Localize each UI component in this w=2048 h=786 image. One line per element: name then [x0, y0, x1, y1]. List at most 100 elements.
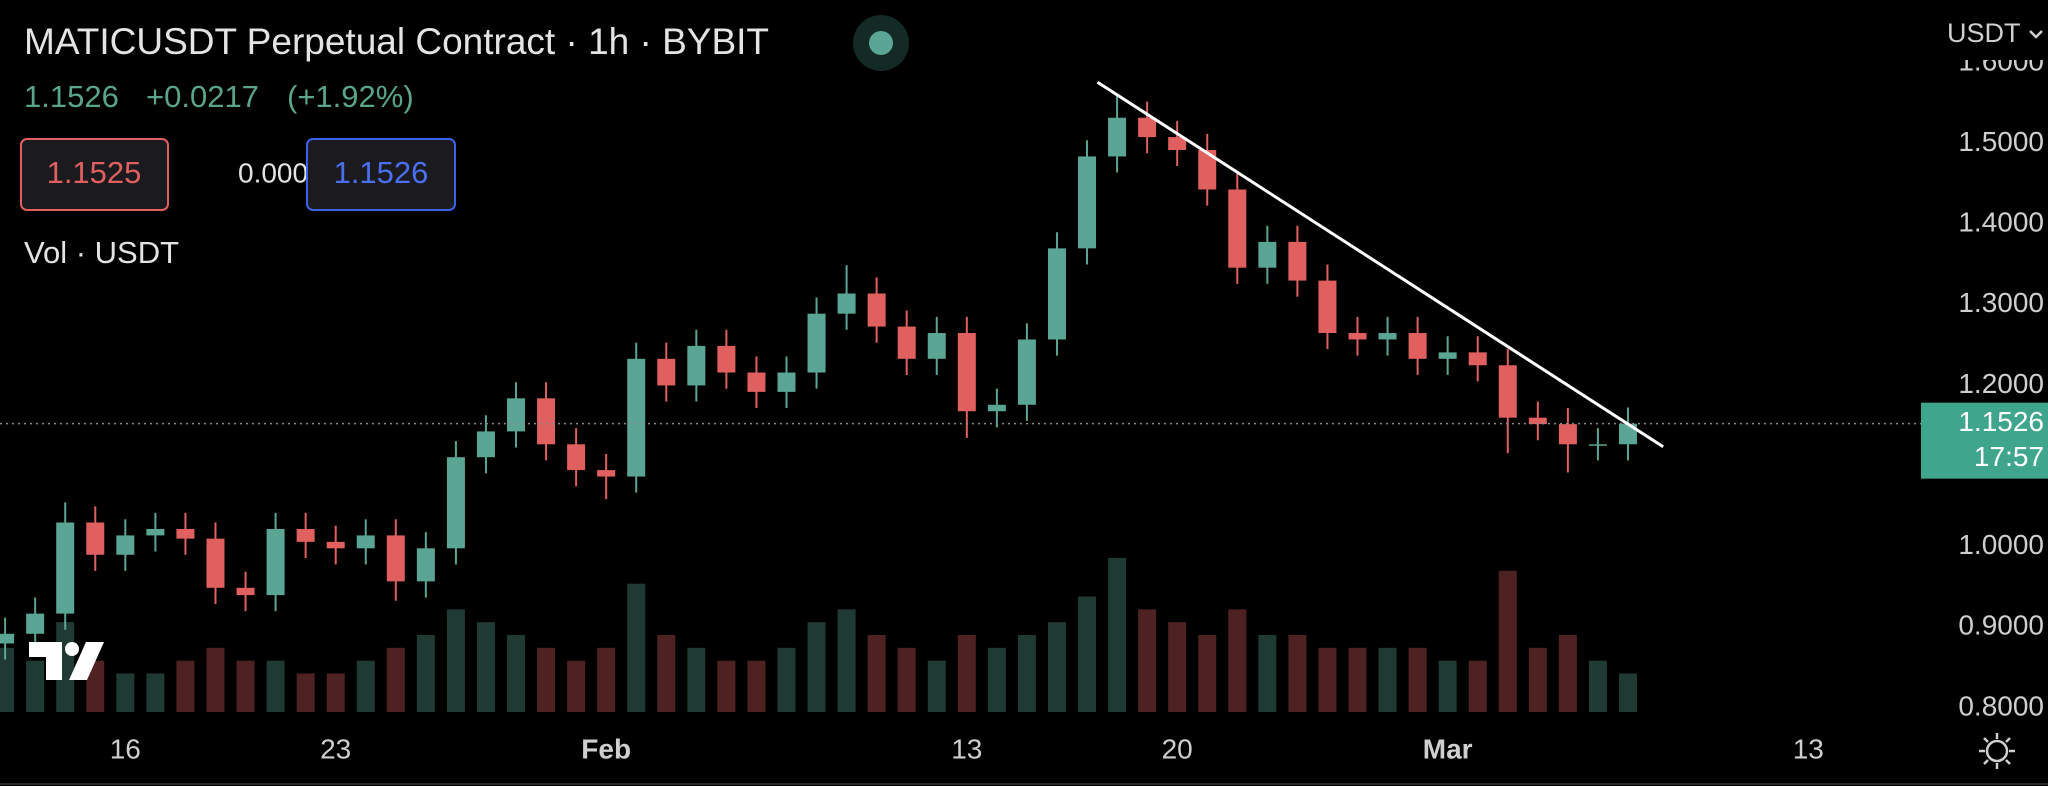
volume-bar — [26, 660, 45, 712]
candle-body — [1498, 365, 1517, 418]
candle-body — [1228, 189, 1247, 268]
x-tick-label: 23 — [320, 733, 351, 764]
volume-bar — [1017, 635, 1036, 712]
candle-body — [236, 587, 255, 596]
volume-bar — [807, 622, 826, 712]
volume-bar — [897, 647, 916, 712]
volume-bar — [777, 647, 796, 712]
volume-bar — [1198, 635, 1217, 712]
volume-bar — [1258, 635, 1277, 712]
candle-body — [1138, 117, 1157, 138]
volume-bar — [867, 635, 886, 712]
volume-bar — [627, 583, 646, 712]
candle-body — [567, 444, 586, 471]
volume-bar — [747, 660, 766, 712]
volume-bar — [1588, 660, 1607, 712]
candle-body — [1258, 241, 1277, 268]
volume-bar — [1168, 622, 1187, 712]
volume-bar — [1318, 647, 1337, 712]
last-price: 1.1526 — [24, 79, 119, 114]
candle-body — [116, 535, 135, 555]
volume-bar — [476, 622, 495, 712]
volume-bar — [416, 635, 435, 712]
candle-body — [597, 470, 616, 477]
y-tick-label: 1.5000 — [1958, 126, 2044, 157]
volume-bar — [567, 660, 586, 712]
current-price-label: 1.1526 — [1958, 406, 2044, 437]
candle-body — [957, 333, 976, 412]
x-tick-label: Feb — [581, 733, 631, 764]
y-tick-label: 1.3000 — [1958, 287, 2044, 318]
candle-body — [86, 522, 105, 555]
volume-bar — [1468, 660, 1487, 712]
volume-bar — [1378, 647, 1397, 712]
price-change-pct: (+1.92%) — [287, 79, 414, 114]
candle-body — [657, 358, 676, 386]
candle-body — [837, 293, 856, 314]
volume-bar — [1228, 609, 1247, 712]
candle-body — [56, 522, 75, 614]
candle-body — [1408, 333, 1427, 359]
bid-price: 1.1525 — [47, 155, 142, 190]
y-tick-label: 1.2000 — [1958, 368, 2044, 399]
volume-bar — [1078, 596, 1097, 712]
volume-bar — [176, 660, 195, 712]
candle-body — [176, 528, 195, 539]
volume-bar — [1408, 647, 1427, 712]
volume-bar — [446, 609, 465, 712]
volume-bar — [1047, 622, 1066, 712]
x-tick-label: 13 — [951, 733, 982, 764]
volume-bar — [1498, 570, 1517, 712]
candle-body — [987, 404, 1006, 412]
candle-body — [296, 528, 315, 542]
settings-icon[interactable] — [1979, 733, 2015, 769]
candle-body — [1047, 248, 1066, 340]
candle-body — [627, 358, 646, 477]
countdown: 17:57 — [1974, 441, 2044, 472]
candle-body — [266, 528, 285, 596]
candle-body — [537, 398, 556, 445]
volume-bar — [1288, 635, 1307, 712]
volume-bar — [146, 673, 165, 712]
candle-body — [1318, 280, 1337, 334]
y-tick-label: 0.9000 — [1958, 610, 2044, 641]
tv-logo — [29, 642, 104, 680]
volume-bar — [116, 673, 135, 712]
volume-bar — [1558, 635, 1577, 712]
volume-bar — [987, 647, 1006, 712]
x-tick-label: Mar — [1423, 733, 1473, 764]
status-dot — [869, 31, 893, 55]
currency-selector[interactable]: USDT — [1947, 18, 2021, 48]
candle-body — [807, 313, 826, 373]
volume-label: Vol · USDT — [24, 235, 179, 270]
candle-body — [1528, 417, 1547, 425]
candle-body — [1348, 333, 1367, 340]
candle-body — [26, 613, 45, 634]
price-label-bg — [1921, 402, 2048, 479]
volume-bar — [537, 647, 556, 712]
candle-body — [1438, 352, 1457, 359]
candle-body — [867, 293, 886, 327]
sell-button[interactable] — [20, 138, 169, 211]
chart-title: MATICUSDT Perpetual Contract · 1h · BYBI… — [24, 21, 769, 62]
volume-bar — [1348, 647, 1367, 712]
candle-body — [446, 457, 465, 549]
y-tick-label: 0.8000 — [1958, 690, 2044, 721]
buy-button[interactable] — [306, 138, 456, 211]
candle-body — [1618, 423, 1637, 445]
volume-bar — [1618, 673, 1637, 712]
candle-body — [356, 535, 375, 549]
candle-body — [507, 398, 526, 432]
price-change: +0.0217 — [146, 79, 259, 114]
volume-bar — [386, 647, 405, 712]
volume-bar — [957, 635, 976, 712]
y-tick-label: 1.4000 — [1958, 207, 2044, 238]
volume-bar — [86, 660, 105, 712]
candle-body — [1168, 137, 1187, 150]
volume-bar — [1108, 558, 1127, 712]
volume-bar — [507, 635, 526, 712]
candle-body — [1468, 352, 1487, 366]
candle-body — [1558, 424, 1577, 445]
